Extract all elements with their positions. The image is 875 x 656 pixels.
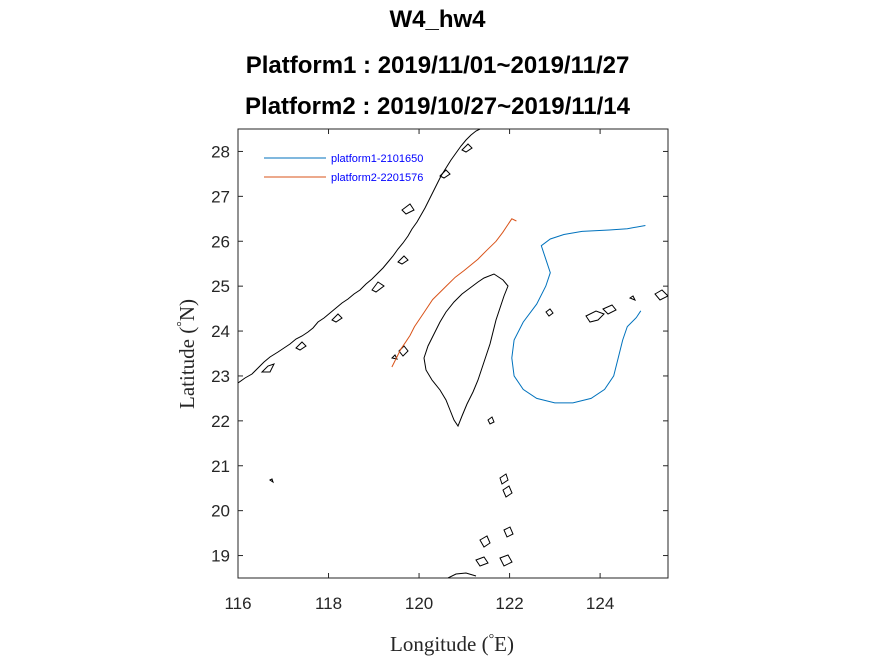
y-axis-label-pre: Latitude ( <box>175 327 199 409</box>
x-tick-label: 116 <box>224 594 251 613</box>
x-tick-label: 122 <box>495 594 523 613</box>
x-axis-label-post: E) <box>494 632 514 656</box>
ryukyu-island-2 <box>602 304 617 315</box>
mainland-coast-detail-5 <box>397 255 409 265</box>
trajectory-platform2-2201576 <box>391 218 517 368</box>
legend: platform1-2101650 platform2-2201576 <box>264 153 423 184</box>
chart-title: W4_hw4 <box>389 6 486 33</box>
mainland-coast-detail-1 <box>260 363 275 373</box>
luzon-strait-island-6 <box>475 556 489 567</box>
y-tick-label: 21 <box>211 457 230 476</box>
x-axis-label-degree: ° <box>489 632 495 647</box>
luzon-strait-island-4 <box>479 535 491 548</box>
y-tick-label: 26 <box>211 232 230 251</box>
mainland-coast-detail-7 <box>439 169 451 179</box>
luzon-north-coast <box>447 572 477 578</box>
chart-subtitle-platform2: Platform2 : 2019/10/27~2019/11/14 <box>245 93 630 120</box>
legend-label-platform1: platform1-2101650 <box>331 153 423 165</box>
penghu-islet <box>390 354 398 360</box>
y-tick-label: 25 <box>211 277 230 296</box>
y-tick-label: 23 <box>211 367 230 386</box>
x-tick-label: 118 <box>315 594 342 613</box>
taiwan-coastline <box>423 273 509 428</box>
y-tick-label: 28 <box>211 142 230 161</box>
y-axis-label-post: N) <box>175 299 199 321</box>
mainland-coast-detail-8 <box>461 143 473 153</box>
ryukyu-island-3 <box>545 308 554 317</box>
mainland-coast-detail-4 <box>371 281 385 293</box>
y-tick-label: 22 <box>211 412 230 431</box>
y-tick-label: 20 <box>211 502 230 521</box>
x-tick-label: 124 <box>586 594 614 613</box>
y-axis-label-degree: ° <box>175 321 190 327</box>
plot-area <box>237 128 669 579</box>
mainland-coast-detail-6 <box>401 203 415 215</box>
luzon-strait-island-3 <box>502 485 513 498</box>
chart-subtitle-platform1: Platform1 : 2019/11/01~2019/11/27 <box>245 52 630 79</box>
x-axis-label-pre: Longitude ( <box>390 632 489 656</box>
mainland-coast-detail-3 <box>331 313 343 323</box>
x-tick-label: 120 <box>405 594 433 613</box>
y-tick-label: 27 <box>211 187 230 206</box>
y-tick-label: 24 <box>211 322 230 341</box>
y-axis-label: Latitude (°N) <box>175 299 199 409</box>
x-axis-label: Longitude (°E) <box>390 632 514 656</box>
luzon-strait-island-2 <box>499 473 509 485</box>
y-tick-label: 19 <box>211 547 230 566</box>
small-islet <box>269 478 274 484</box>
luzon-strait-island-7 <box>499 554 513 567</box>
legend-label-platform2: platform2-2201576 <box>331 172 423 184</box>
ryukyu-island-1 <box>585 310 605 323</box>
mainland-coast-detail-2 <box>295 341 307 351</box>
ryukyu-island-4 <box>654 289 668 301</box>
ryukyu-island-5 <box>628 295 637 301</box>
trajectory-platform1-2101650 <box>511 225 646 404</box>
luzon-strait-island-5 <box>503 526 514 538</box>
coastline <box>238 129 668 578</box>
luzon-strait-island-1 <box>487 416 495 425</box>
